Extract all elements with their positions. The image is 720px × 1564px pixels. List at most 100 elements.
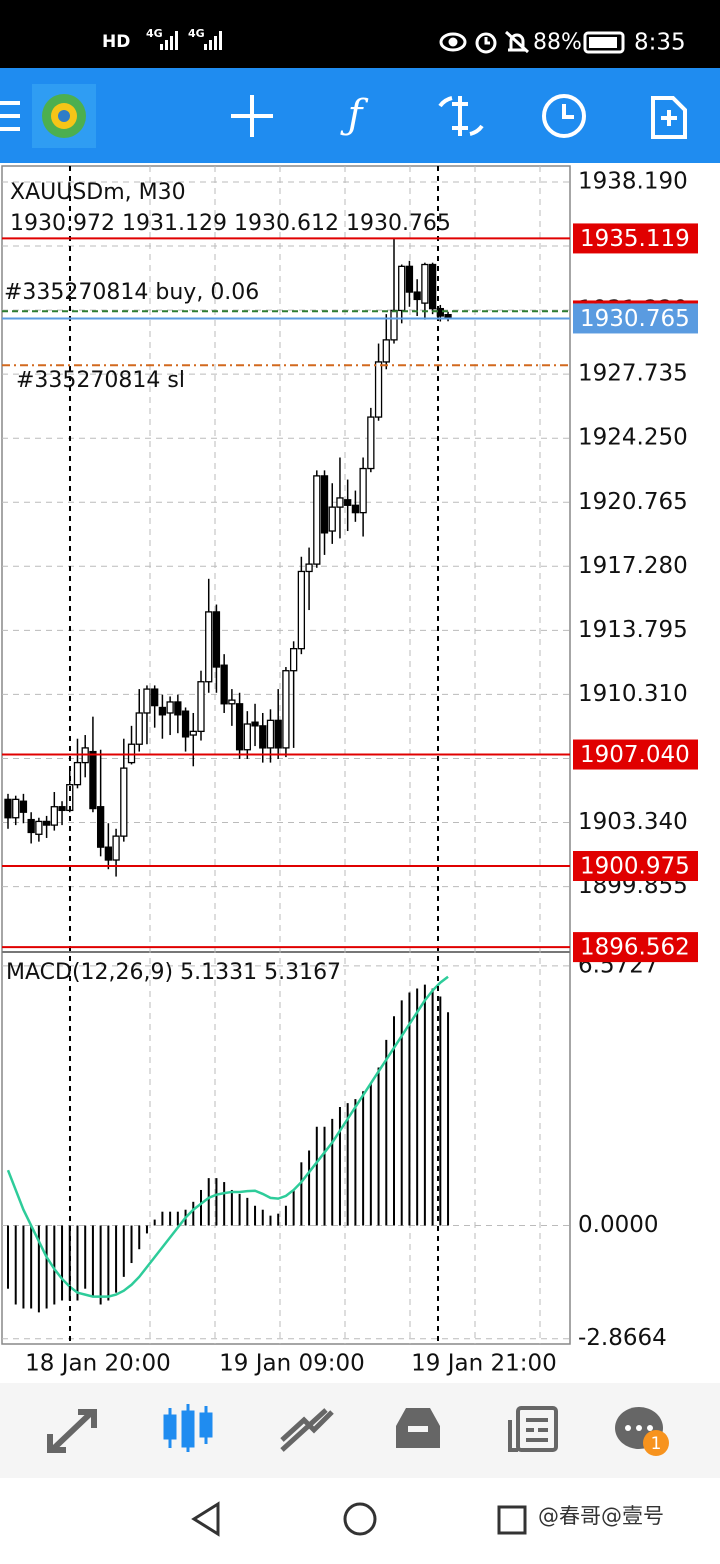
candle-body — [421, 263, 429, 304]
macd-header: MACD(12,26,9) 5.1331 5.3167 — [6, 960, 341, 985]
plot — [2, 166, 570, 1344]
y-tick-label: 1910.310 — [578, 681, 688, 707]
signal-value: 5.3167 — [264, 960, 341, 985]
status-icons — [439, 30, 625, 54]
chat-tab[interactable] — [615, 1407, 669, 1456]
y-tick-label: 1924.250 — [578, 425, 688, 451]
candle-body — [328, 506, 336, 532]
y-tick-label: 1920.765 — [578, 489, 688, 515]
candle-body — [297, 570, 306, 650]
candle-body — [73, 761, 82, 786]
new-order-button[interactable] — [651, 96, 687, 139]
x-tick-label: 18 Jan 20:00 — [25, 1351, 171, 1377]
quotes-tab[interactable] — [47, 1409, 97, 1453]
high-value: 1931.129 — [122, 211, 227, 236]
candle-body — [359, 467, 367, 514]
candle-body — [112, 835, 120, 861]
symbol-label: XAUUSDm, M30 — [10, 180, 186, 205]
candle-body — [274, 719, 282, 749]
candle-body — [19, 800, 28, 813]
candle-body — [166, 701, 174, 714]
order-label: #335270814 sl — [16, 368, 185, 393]
trade-tab[interactable] — [280, 1408, 334, 1452]
timeframe-button[interactable] — [542, 94, 586, 138]
level-label: 1907.040 — [580, 742, 690, 768]
x-tick-label: 19 Jan 21:00 — [411, 1351, 557, 1377]
back-button[interactable] — [191, 1501, 220, 1537]
trade-button[interactable] — [438, 96, 484, 136]
app-logo[interactable] — [32, 84, 96, 148]
network-4g: 4G — [146, 27, 163, 40]
candle-body — [220, 664, 228, 705]
chart-tab[interactable] — [163, 1404, 213, 1452]
y-tick-label: 1903.340 — [578, 809, 688, 835]
ask-marker — [573, 300, 698, 304]
candle-body — [282, 670, 290, 749]
candle-body — [104, 846, 113, 861]
recents-button[interactable] — [497, 1505, 527, 1535]
system-nav — [0, 1478, 720, 1560]
candle-body — [313, 475, 321, 565]
history-tab[interactable] — [396, 1408, 440, 1448]
candle-body — [158, 706, 167, 716]
toolbar — [0, 68, 720, 163]
candle-body — [205, 611, 213, 683]
news-tab[interactable] — [508, 1406, 558, 1452]
candle-body — [390, 309, 398, 341]
candle-body — [398, 265, 406, 312]
y-tick-label: 1938.190 — [578, 168, 688, 194]
candle-body — [266, 719, 275, 749]
candle-body — [251, 721, 259, 727]
y-tick-label: -2.8664 — [578, 1325, 667, 1351]
battery-level: 88% — [533, 30, 582, 55]
level-box — [573, 223, 698, 254]
watermark: @春哥@壹号 — [538, 1504, 664, 1528]
menu-button[interactable] — [0, 101, 20, 131]
candle-body — [42, 820, 51, 826]
candle-body — [413, 291, 421, 301]
candle-body — [367, 416, 375, 470]
signal-line — [6, 975, 449, 1298]
level-box — [573, 850, 698, 881]
candle-body — [50, 806, 58, 826]
candle-body — [189, 730, 197, 736]
candle-body — [174, 701, 182, 716]
candle-body — [289, 648, 298, 672]
candle-body — [228, 699, 236, 705]
candle-body — [235, 703, 244, 751]
macd-value: 5.1331 — [180, 960, 257, 985]
level-box — [573, 739, 698, 770]
crosshair-button[interactable] — [231, 95, 273, 137]
candle-body — [135, 712, 143, 745]
close-value: 1930.765 — [346, 211, 451, 236]
candle-body — [336, 497, 344, 508]
signal-bars — [160, 31, 222, 50]
home-button[interactable] — [343, 1502, 377, 1536]
candle-body — [181, 710, 190, 738]
y-tick-label: 1927.735 — [578, 361, 688, 387]
candle-body — [197, 681, 205, 733]
candle-body — [4, 798, 12, 819]
x-tick-label: 19 Jan 09:00 — [219, 1351, 365, 1377]
bid-box — [573, 303, 698, 334]
level-label: 1900.975 — [580, 853, 690, 879]
bid-label: 1930.765 — [580, 306, 690, 332]
level-box — [573, 932, 698, 963]
notification-badge: 1 — [651, 1434, 662, 1454]
network-hd: HD — [102, 32, 130, 52]
y-tick-label: 1917.280 — [578, 553, 688, 579]
candle-body — [351, 504, 360, 514]
bottom-nav — [0, 1383, 720, 1478]
candle-body — [243, 723, 251, 751]
candle-body — [320, 475, 329, 534]
order-label: #335270814 buy, 0.06 — [4, 280, 259, 305]
low-value: 1930.612 — [234, 211, 339, 236]
candle-body — [96, 806, 105, 848]
candle-body — [382, 339, 390, 363]
candle-body — [344, 499, 352, 506]
candle-body — [35, 820, 43, 835]
candle-body — [12, 798, 20, 819]
candle-body — [120, 767, 128, 837]
candle-body — [374, 361, 383, 418]
